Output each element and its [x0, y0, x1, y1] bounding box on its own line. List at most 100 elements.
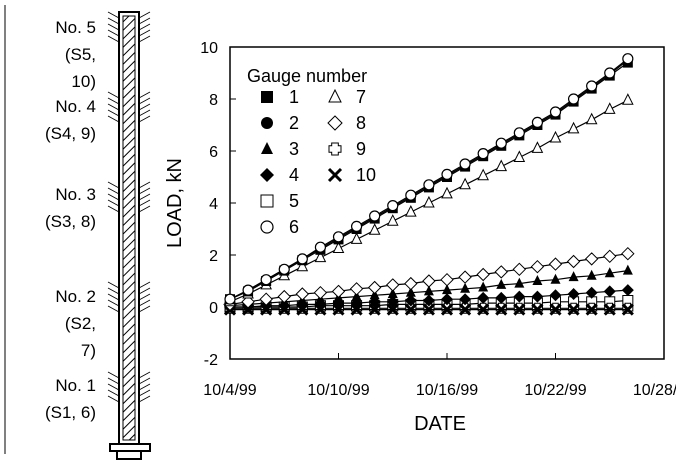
data-point	[585, 112, 598, 125]
legend-label: 8	[356, 113, 366, 133]
data-point	[350, 220, 363, 232]
data-point	[477, 168, 489, 181]
data-point	[458, 270, 472, 284]
legend-item-3: 3	[261, 139, 299, 159]
data-point	[495, 159, 508, 172]
data-point	[261, 91, 273, 103]
data-point	[567, 93, 580, 105]
data-point	[386, 214, 399, 226]
data-point	[567, 121, 580, 134]
data-point	[331, 284, 346, 299]
data-point	[422, 294, 435, 307]
data-point	[567, 303, 580, 316]
data-point	[261, 142, 273, 154]
data-point	[369, 289, 380, 300]
data-point	[621, 284, 634, 297]
y-axis: -2 0 2 4 6 8 10	[200, 40, 236, 369]
data-point	[495, 137, 507, 149]
data-point	[621, 246, 635, 261]
y-tick-label: 0	[209, 300, 218, 317]
data-point	[332, 231, 345, 243]
data-point	[567, 288, 580, 300]
data-point	[513, 303, 526, 316]
data-point	[622, 264, 633, 275]
data-point	[405, 189, 417, 201]
x-axis: 10/4/99 10/10/99 10/16/99 10/22/99 10/28/99	[203, 353, 676, 399]
y-tick-label: -2	[204, 352, 218, 369]
series-6	[224, 53, 634, 305]
gauge-label-line: (S5,	[65, 45, 96, 64]
data-point	[495, 303, 508, 316]
legend-item-6: 6	[260, 217, 299, 237]
legend-item-5: 5	[260, 191, 299, 211]
series-7	[224, 93, 634, 307]
data-point	[441, 293, 453, 306]
gauge-label-line: No. 4	[55, 97, 96, 116]
data-point	[296, 253, 308, 265]
data-point	[514, 277, 525, 288]
x-tick-label: 10/16/99	[416, 382, 478, 399]
legend-label: 2	[289, 113, 299, 133]
gauge-labels: No. 5 (S5, 10) No. 4 (S4, 9) No. 3 (S3, …	[45, 18, 96, 422]
strain-gauge-mark	[107, 181, 151, 213]
data-point	[530, 259, 545, 274]
x-tick-label: 10/22/99	[524, 382, 586, 399]
data-point	[405, 204, 417, 217]
series-8	[223, 246, 635, 312]
data-point	[242, 284, 254, 296]
gauge-label-line: 7)	[81, 341, 96, 360]
data-point	[585, 303, 598, 316]
data-point	[495, 291, 508, 304]
data-point	[368, 223, 381, 235]
data-point	[404, 276, 418, 291]
data-point	[328, 88, 342, 103]
data-point	[604, 67, 616, 79]
data-point	[350, 232, 363, 244]
legend-item-10: 10	[327, 165, 376, 185]
data-point	[350, 303, 363, 316]
data-point	[513, 150, 526, 162]
data-point	[603, 102, 616, 114]
data-point	[549, 303, 562, 316]
data-point	[440, 303, 454, 316]
data-point	[440, 272, 454, 287]
legend-label: 10	[356, 165, 376, 185]
strain-gauge-mark	[107, 11, 151, 43]
legend-item-9: 9	[328, 139, 366, 159]
data-point	[621, 303, 634, 316]
legend-item-8: 8	[327, 113, 366, 133]
data-point	[332, 303, 345, 316]
data-point	[586, 269, 597, 280]
data-point	[386, 303, 399, 316]
gauge-label-no4: No. 4 (S4, 9)	[45, 97, 96, 143]
legend: Gauge number 1 2 3 4 5 6 7 8 9 10	[247, 66, 376, 237]
gauge-label-line: No. 3	[55, 185, 96, 204]
data-point	[603, 285, 616, 298]
x-tick-label: 10/4/99	[203, 382, 256, 399]
legend-label: 9	[356, 139, 366, 159]
data-point	[622, 53, 634, 65]
series-3	[225, 264, 633, 310]
data-point	[423, 179, 435, 191]
legend-item-2: 2	[261, 113, 299, 133]
data-point	[459, 303, 472, 316]
pile-diagram	[107, 11, 151, 460]
data-point	[314, 241, 327, 253]
gauge-label-line: 10)	[71, 72, 96, 91]
data-point	[459, 158, 471, 170]
data-point	[531, 303, 544, 316]
data-point	[327, 115, 343, 131]
gauge-label-line: (S4, 9)	[45, 124, 96, 143]
data-point	[328, 142, 342, 156]
data-point	[441, 186, 453, 199]
data-point	[260, 194, 274, 208]
data-point	[327, 167, 343, 183]
y-tick-label: 6	[209, 144, 218, 161]
x-axis-title: DATE	[414, 413, 466, 435]
legend-title: Gauge number	[247, 66, 367, 86]
strain-gauge-mark	[107, 91, 151, 123]
data-point	[277, 289, 291, 304]
data-point	[603, 303, 616, 316]
data-point	[513, 290, 526, 303]
